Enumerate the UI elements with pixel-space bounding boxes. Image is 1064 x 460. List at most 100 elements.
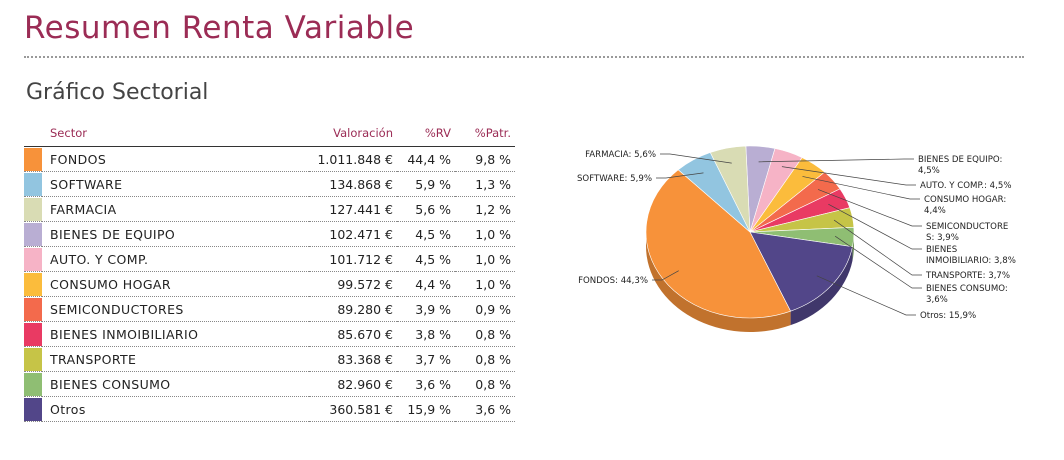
rv-cell: 4,5 % [397, 246, 455, 272]
section-subtitle: Gráfico Sectorial [26, 80, 209, 105]
table-row: BIENES CONSUMO 82.960 €3,6 % 0,8 % [24, 371, 515, 397]
color-swatch-box [24, 322, 42, 346]
table-row: FONDOS 1.011.848 €44,4 % 9,8 % [24, 146, 515, 172]
pie-leader-line [656, 172, 704, 179]
table-row: SOFTWARE 134.868 €5,9 % 1,3 % [24, 171, 515, 197]
patr-cell: 1,2 % [455, 196, 515, 222]
color-swatch-box [24, 197, 42, 221]
color-swatch [24, 346, 42, 372]
pie-leader-line [781, 166, 916, 186]
pie-label: S: 3,9% [926, 233, 959, 243]
valoracion-cell: 85.670 € [309, 321, 397, 347]
pie-label: 3,6% [926, 295, 948, 305]
patr-cell: 1,0 % [455, 221, 515, 247]
sector-name: BIENES DE EQUIPO [42, 221, 309, 247]
sector-name: AUTO. Y COMP. [42, 246, 309, 272]
color-swatch-box [24, 372, 42, 396]
sector-name: Otros [42, 396, 309, 422]
sector-name: CONSUMO HOGAR [42, 271, 309, 297]
patr-cell: 0,8 % [455, 371, 515, 397]
table-row: Otros 360.581 €15,9 % 3,6 % [24, 396, 515, 422]
color-swatch [24, 296, 42, 322]
rv-cell: 4,5 % [397, 221, 455, 247]
color-swatch [24, 321, 42, 347]
pie-label: CONSUMO HOGAR: [924, 195, 1006, 205]
valoracion-cell: 134.868 € [309, 171, 397, 197]
pie-slice-side [852, 232, 854, 261]
color-swatch [24, 221, 42, 247]
table-row: CONSUMO HOGAR 99.572 €4,4 % 1,0 % [24, 271, 515, 297]
pie-label: Otros: 15,9% [920, 311, 976, 321]
color-swatch-box [24, 347, 42, 371]
patr-cell: 3,6 % [455, 396, 515, 422]
pie-leader-line [802, 176, 920, 200]
valoracion-cell: 360.581 € [309, 396, 397, 422]
pie-leader-line [817, 189, 922, 227]
pie-label: BIENES CONSUMO: [926, 284, 1008, 294]
sector-name: SOFTWARE [42, 171, 309, 197]
rv-cell: 3,6 % [397, 371, 455, 397]
pie-slice [749, 231, 853, 312]
color-swatch-box [24, 272, 42, 296]
color-swatch [24, 171, 42, 197]
pie-label: FARMACIA: 5,6% [585, 150, 656, 160]
rv-cell: 3,7 % [397, 346, 455, 372]
pie-leader-line [758, 158, 914, 163]
pie-slice-side [790, 246, 853, 326]
rv-cell: 3,9 % [397, 296, 455, 322]
sector-table: Sector Valoración %RV %Patr. FONDOS 1.011… [24, 120, 515, 422]
valoracion-cell: 102.471 € [309, 221, 397, 247]
rv-cell: 5,6 % [397, 196, 455, 222]
pie-slices [645, 145, 855, 319]
valoracion-cell: 101.712 € [309, 246, 397, 272]
color-swatch [24, 146, 42, 172]
sector-name: FARMACIA [42, 196, 309, 222]
valoracion-cell: 82.960 € [309, 371, 397, 397]
pie-leader-line [660, 153, 732, 164]
col-patr-header: %Patr. [455, 120, 515, 147]
rv-cell: 15,9 % [397, 396, 455, 422]
color-swatch-box [24, 397, 42, 421]
pie-leader-line [816, 275, 916, 316]
color-swatch-box [24, 147, 42, 171]
pie-leader-line [833, 219, 922, 276]
patr-cell: 1,0 % [455, 271, 515, 297]
patr-cell: 0,8 % [455, 346, 515, 372]
patr-cell: 0,8 % [455, 321, 515, 347]
pie-label: FONDOS: 44,3% [578, 276, 648, 286]
patr-cell: 1,0 % [455, 246, 515, 272]
table-header-row: Sector Valoración %RV %Patr. [24, 120, 515, 147]
pie-slice [709, 145, 751, 233]
color-swatch-box [24, 222, 42, 246]
pie-label: INMOIBILIARIO: 3,8% [926, 256, 1016, 266]
patr-cell: 1,3 % [455, 171, 515, 197]
color-swatch-box [24, 247, 42, 271]
sector-name: FONDOS [42, 146, 309, 172]
col-rv-header: %RV [397, 120, 455, 147]
sector-pie-chart: BIENES DE EQUIPO:4,5% AUTO. Y COMP.: 4,5%… [577, 145, 1016, 332]
title-divider [24, 56, 1024, 58]
color-swatch [24, 396, 42, 422]
pie-label: AUTO. Y COMP.: 4,5% [920, 181, 1012, 191]
pie-label: TRANSPORTE: 3,7% [925, 271, 1010, 281]
pie-leader-line [652, 270, 679, 281]
pie-label: 4,5% [918, 166, 940, 176]
valoracion-cell: 1.011.848 € [309, 146, 397, 172]
color-swatch-box [24, 172, 42, 196]
table-row: BIENES INMOIBILIARIO 85.670 €3,8 % 0,8 % [24, 321, 515, 347]
color-swatch [24, 196, 42, 222]
pie-labels: BIENES DE EQUIPO:4,5% AUTO. Y COMP.: 4,5%… [577, 150, 1016, 321]
pie-leader-line [828, 203, 922, 250]
table-row: SEMICONDUCTORES 89.280 €3,9 % 0,9 % [24, 296, 515, 322]
rv-cell: 44,4 % [397, 146, 455, 172]
table-row: BIENES DE EQUIPO 102.471 €4,5 % 1,0 % [24, 221, 515, 247]
rv-cell: 4,4 % [397, 271, 455, 297]
pie-label: 4,4% [924, 206, 946, 216]
valoracion-cell: 89.280 € [309, 296, 397, 322]
sector-name: SEMICONDUCTORES [42, 296, 309, 322]
col-valoracion-header: Valoración [309, 120, 397, 147]
color-swatch-box [24, 297, 42, 321]
rv-cell: 5,9 % [397, 171, 455, 197]
table-body: FONDOS 1.011.848 €44,4 % 9,8 % SOFTWARE 134.… [24, 146, 515, 422]
patr-cell: 9,8 % [455, 146, 515, 172]
